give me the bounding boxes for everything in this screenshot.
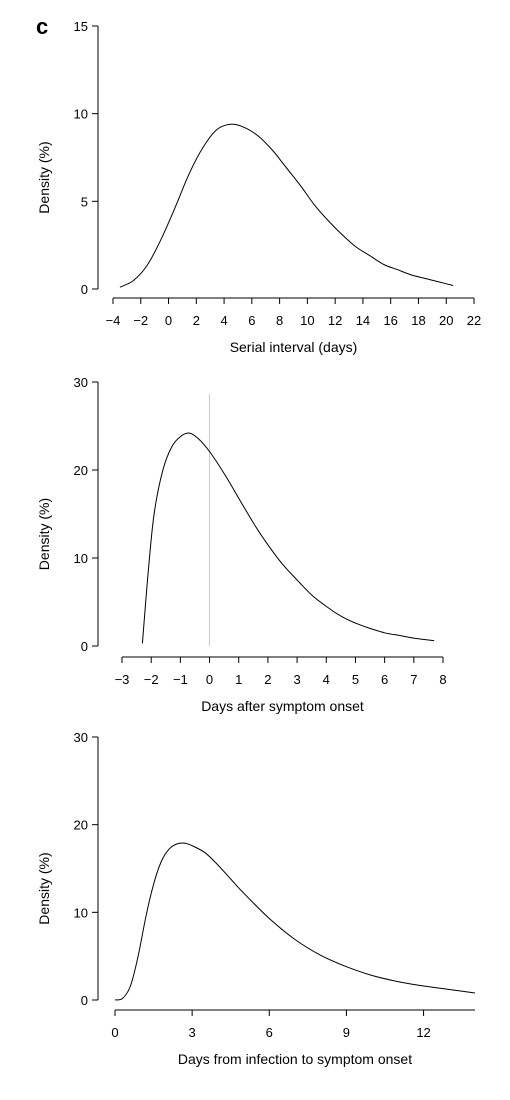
y-tick-label: 20 [74,463,88,478]
x-tick-label: −2 [133,313,148,328]
chart-panel-3: 0 10 20 30 0 3 6 9 12 Days from infection to symp… [36,730,476,1067]
x-tick-label: 0 [111,1025,118,1040]
x-tick-label: 2 [193,313,200,328]
density-curve [119,123,454,288]
x-tick-label: 6 [266,1025,273,1040]
x-tick-label: 8 [276,313,283,328]
x-tick-label: 16 [383,313,397,328]
x-tick-label: 2 [264,672,271,687]
y-tick-label: 5 [81,194,88,209]
chart-panel-1: 0 5 10 15 −4 −2 0 2 4 6 8 10 12 14 16 18 20 22 Serial inte… [36,19,481,355]
panel-label: c [36,14,48,39]
x-tick-label: 5 [352,672,359,687]
x-tick-label: 9 [343,1025,350,1040]
y-tick-label: 10 [74,107,88,122]
x-tick-label: −2 [144,672,159,687]
y-tick-label: 0 [81,993,88,1008]
x-axis-title: Days after symptom onset [201,698,364,714]
x-tick-label: 6 [248,313,255,328]
chart-panel-2: 0 10 20 30 −3 −2 −1 0 1 2 3 4 5 6 7 8 Days after symptom… [36,375,447,714]
x-tick-label: 0 [165,313,172,328]
y-tick-label: 10 [74,551,88,566]
x-axis-title: Serial interval (days) [230,339,358,355]
x-tick-label: 1 [235,672,242,687]
y-tick-label: 0 [81,282,88,297]
y-tick-label: 15 [74,19,88,34]
x-tick-label: 12 [416,1025,430,1040]
x-tick-label: 14 [356,313,370,328]
x-tick-label: 6 [381,672,388,687]
x-tick-label: 18 [411,313,425,328]
x-tick-label: 3 [293,672,300,687]
x-tick-label: 10 [300,313,314,328]
x-tick-label: 12 [328,313,342,328]
x-tick-label: 0 [206,672,213,687]
x-tick-label: −4 [106,313,121,328]
x-tick-label: 3 [189,1025,196,1040]
y-tick-label: 30 [74,730,88,745]
x-tick-label: 7 [410,672,417,687]
x-tick-label: 8 [439,672,446,687]
y-tick-label: 0 [81,639,88,654]
x-tick-label: 4 [220,313,227,328]
y-axis-title: Density (%) [36,498,52,570]
x-tick-label: −1 [173,672,188,687]
x-tick-label: 20 [439,313,453,328]
y-tick-label: 30 [74,375,88,390]
x-tick-label: 22 [467,313,481,328]
x-axis-title: Days from infection to symptom onset [178,1051,412,1067]
density-curve [141,432,435,644]
x-tick-label: −3 [115,672,130,687]
x-tick-label: 4 [323,672,330,687]
y-axis-title: Density (%) [36,852,52,924]
y-tick-label: 20 [74,818,88,833]
density-curve [114,842,476,1001]
y-axis-title: Density (%) [36,141,52,213]
y-tick-label: 10 [74,905,88,920]
